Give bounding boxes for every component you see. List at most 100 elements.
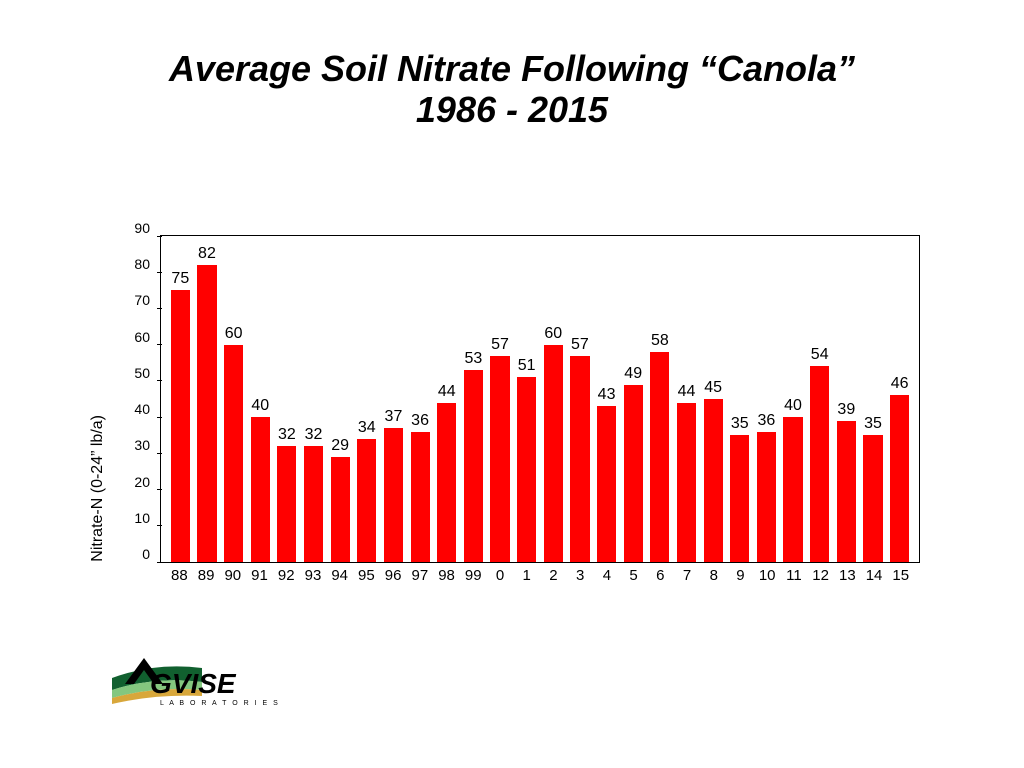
y-tick-label: 50 (134, 365, 156, 381)
bar (624, 385, 643, 562)
bar-value-label: 57 (571, 336, 589, 354)
bar (251, 417, 270, 562)
bar-slot: 36 (407, 236, 434, 562)
x-tick-label: 91 (246, 567, 273, 595)
x-tick-label: 94 (326, 567, 353, 595)
bar-value-label: 43 (598, 386, 616, 404)
x-tick-label: 97 (406, 567, 433, 595)
bar-value-label: 39 (837, 401, 855, 419)
bar (357, 439, 376, 562)
y-tick-label: 10 (134, 510, 156, 526)
bar (890, 395, 909, 562)
bar-slot: 46 (886, 236, 913, 562)
bar (411, 432, 430, 562)
x-tick-label: 15 (887, 567, 914, 595)
bar-slot: 51 (513, 236, 540, 562)
bar (304, 446, 323, 562)
title-line-2: 1986 - 2015 (416, 89, 608, 130)
slide-title: Average Soil Nitrate Following “Canola” … (0, 48, 1024, 131)
bar-value-label: 53 (464, 350, 482, 368)
bar-value-label: 51 (518, 357, 536, 375)
agvise-logo: GVISE L A B O R A T O R I E S (110, 656, 290, 708)
nitrate-bar-chart: Nitrate-N (0-24” lb/a) 01020304050607080… (100, 235, 920, 595)
y-tick-label: 0 (142, 546, 156, 562)
bar-slot: 29 (327, 236, 354, 562)
y-tick-label: 80 (134, 256, 156, 272)
logo-brand-text: GVISE (150, 668, 237, 699)
bar-value-label: 37 (385, 408, 403, 426)
bar-value-label: 32 (305, 426, 323, 444)
bar-value-label: 45 (704, 379, 722, 397)
x-tick-label: 12 (807, 567, 834, 595)
bar-value-label: 46 (891, 375, 909, 393)
bar-value-label: 29 (331, 437, 349, 455)
x-tick-label: 89 (193, 567, 220, 595)
bar-slot: 35 (860, 236, 887, 562)
bar-slot: 32 (300, 236, 327, 562)
bar (331, 457, 350, 562)
bar (277, 446, 296, 562)
y-tick-label: 20 (134, 474, 156, 490)
bar-slot: 34 (353, 236, 380, 562)
bar-value-label: 36 (758, 412, 776, 430)
x-axis-labels: 8889909192939495969798990123456789101112… (166, 567, 914, 595)
x-tick-label: 93 (300, 567, 327, 595)
x-tick-label: 92 (273, 567, 300, 595)
plot-area: 7582604032322934373644535751605743495844… (160, 235, 920, 563)
y-tick-label: 60 (134, 329, 156, 345)
bar-value-label: 60 (225, 325, 243, 343)
x-tick-label: 8 (700, 567, 727, 595)
bar-slot: 37 (380, 236, 407, 562)
x-tick-label: 2 (540, 567, 567, 595)
bar (464, 370, 483, 562)
bar-slot: 75 (167, 236, 194, 562)
bar (517, 377, 536, 562)
y-axis-label: Nitrate-N (0-24” lb/a) (89, 415, 107, 562)
bar (704, 399, 723, 562)
x-tick-label: 99 (460, 567, 487, 595)
bar-slot: 39 (833, 236, 860, 562)
x-tick-label: 95 (353, 567, 380, 595)
bar-slot: 32 (274, 236, 301, 562)
bar (437, 403, 456, 562)
logo-sub-text: L A B O R A T O R I E S (160, 700, 280, 707)
x-tick-label: 13 (834, 567, 861, 595)
x-tick-label: 0 (487, 567, 514, 595)
x-tick-label: 90 (219, 567, 246, 595)
bar (810, 366, 829, 562)
x-tick-label: 5 (620, 567, 647, 595)
x-tick-label: 3 (567, 567, 594, 595)
bar (730, 435, 749, 562)
bar-slot: 49 (620, 236, 647, 562)
x-tick-label: 98 (433, 567, 460, 595)
bar (677, 403, 696, 562)
y-axis-ticks: 0102030405060708090 (112, 235, 156, 595)
bar (783, 417, 802, 562)
bar-value-label: 82 (198, 245, 216, 263)
bar (837, 421, 856, 562)
bar-slot: 36 (753, 236, 780, 562)
y-tick-label: 40 (134, 401, 156, 417)
y-tick-label: 70 (134, 292, 156, 308)
bar-value-label: 32 (278, 426, 296, 444)
x-tick-label: 11 (781, 567, 808, 595)
bar-slot: 35 (726, 236, 753, 562)
bar (490, 356, 509, 562)
bar-value-label: 44 (438, 383, 456, 401)
bar-slot: 53 (460, 236, 487, 562)
bar-value-label: 40 (784, 397, 802, 415)
bar-value-label: 60 (544, 325, 562, 343)
x-tick-label: 88 (166, 567, 193, 595)
bar-slot: 40 (780, 236, 807, 562)
bar-slot: 44 (673, 236, 700, 562)
x-tick-label: 4 (594, 567, 621, 595)
bar-value-label: 57 (491, 336, 509, 354)
bar-value-label: 54 (811, 346, 829, 364)
bar-value-label: 75 (171, 270, 189, 288)
bar-value-label: 40 (251, 397, 269, 415)
x-tick-label: 7 (674, 567, 701, 595)
bar (224, 345, 243, 562)
bar (544, 345, 563, 562)
title-line-1: Average Soil Nitrate Following “Canola” (169, 48, 855, 89)
bar-value-label: 35 (864, 415, 882, 433)
